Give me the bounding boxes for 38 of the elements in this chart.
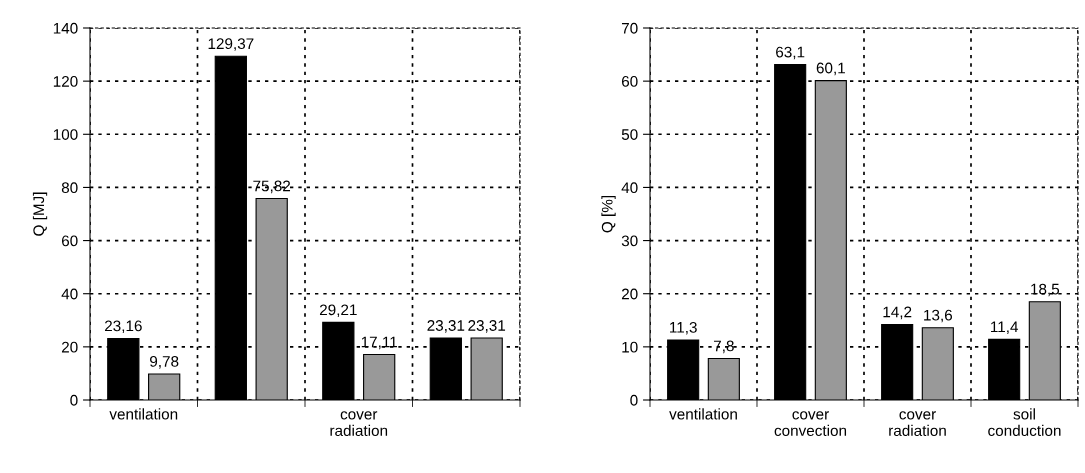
data-label: 14,2 (883, 306, 912, 320)
y-axis-title: Q [%] (601, 195, 616, 233)
y-tick-label: 30 (621, 235, 638, 247)
y-tick-label: 120 (53, 76, 78, 87)
x-tick-label: cover radiation (889, 411, 946, 437)
data-label: 11,4 (991, 321, 1019, 335)
y-tick-label: 50 (621, 129, 638, 140)
y-axis-title: Q [MJ] (32, 192, 48, 236)
x-tick-label: ventilation (669, 408, 737, 420)
data-label: 23,31 (468, 320, 506, 333)
y-tick-label: 60 (621, 76, 638, 87)
y-tick-label: 60 (61, 235, 78, 247)
y-tick-label: 100 (53, 129, 78, 140)
data-label: 129,37 (208, 38, 254, 51)
y-tick-label: 10 (622, 341, 638, 353)
x-tick-label: cover convection (774, 411, 847, 437)
data-label: 7,8 (713, 340, 734, 354)
x-tick-label: ventilation (109, 408, 178, 420)
y-tick-label: 70 (621, 22, 638, 34)
data-label: 63,1 (776, 46, 805, 60)
y-tick-label: 20 (61, 341, 78, 353)
y-tick-label: 140 (53, 22, 78, 34)
data-label: 75,82 (253, 180, 291, 194)
data-label: 9,78 (150, 356, 179, 369)
data-label: 23,16 (104, 320, 142, 334)
y-tick-label: 20 (621, 288, 638, 300)
data-label: 29,21 (319, 304, 357, 317)
data-label: 60,1 (816, 62, 845, 76)
y-tick-label: 0 (70, 394, 78, 406)
y-tick-label: 40 (61, 288, 78, 300)
data-label: 23,31 (427, 320, 465, 333)
x-tick-label: cover radiation (330, 411, 388, 437)
y-tick-label: 80 (61, 182, 78, 194)
y-tick-label: 0 (630, 394, 638, 406)
data-label: 11,3 (670, 321, 697, 335)
y-tick-label: 40 (621, 182, 638, 194)
x-tick-label: soil conduction (988, 408, 1061, 437)
data-label: 13,6 (924, 309, 953, 323)
